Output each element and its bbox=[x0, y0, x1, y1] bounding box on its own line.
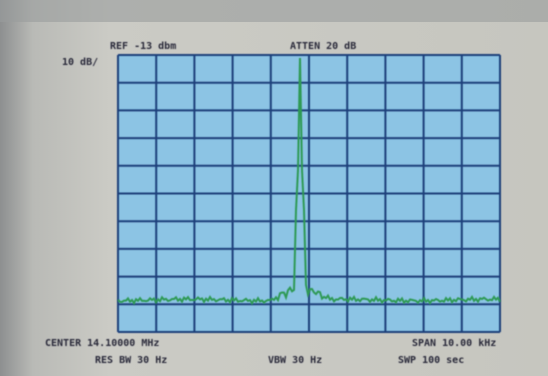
top-shadow bbox=[0, 0, 548, 22]
sweep-time: SWP 100 sec bbox=[398, 355, 464, 366]
page: REF -13 dbm ATTEN 20 dB 10 dB/ CENTER 14… bbox=[0, 0, 548, 376]
scale: 10 dB/ bbox=[62, 57, 98, 68]
video-bandwidth: VBW 30 Hz bbox=[268, 355, 322, 366]
analyzer-screen: REF -13 dbm ATTEN 20 dB 10 dB/ CENTER 14… bbox=[0, 0, 548, 376]
center-frequency: CENTER 14.10000 MHz bbox=[45, 338, 159, 349]
span: SPAN 10.00 kHz bbox=[412, 338, 496, 349]
resolution-bandwidth: RES BW 30 Hz bbox=[95, 355, 167, 366]
attenuation: ATTEN 20 dB bbox=[290, 41, 356, 52]
reference-level: REF -13 dbm bbox=[110, 41, 176, 52]
